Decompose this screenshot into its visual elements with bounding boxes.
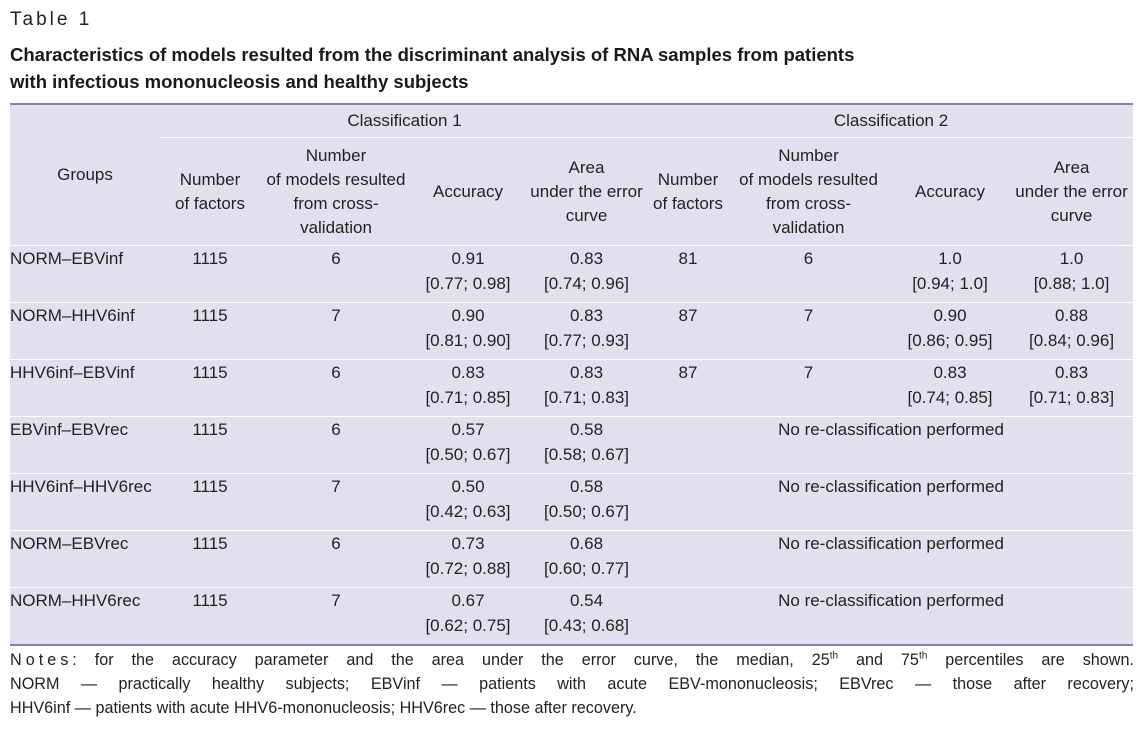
row-group: NORM–EBVinf: [10, 245, 160, 303]
header-classification-2: Classification 2: [649, 104, 1134, 138]
c2-factors: 87: [649, 302, 728, 360]
c1-area: 0.58 [0.58; 0.67]: [524, 416, 650, 474]
c2-models: 7: [727, 359, 891, 417]
header-c1-accuracy: Accuracy: [433, 181, 503, 201]
c1-factors: 1115: [160, 587, 260, 645]
c2-area: 0.83 [0.71; 0.83]: [1010, 359, 1134, 417]
c1-area: 0.83 [0.74; 0.96]: [524, 245, 650, 303]
c1-models: 6: [260, 530, 412, 588]
c1-area: 0.83 [0.71; 0.83]: [524, 359, 650, 417]
c1-accuracy: 0.91 [0.77; 0.98]: [412, 245, 524, 303]
c2-no-reclassification: No re-classification performed: [649, 416, 1134, 474]
c2-factors: 87: [649, 359, 728, 417]
row-group: NORM–EBVrec: [10, 530, 160, 588]
c2-accuracy: 0.90 [0.86; 0.95]: [890, 302, 1011, 360]
c2-no-reclassification: No re-classification performed: [649, 473, 1134, 531]
table-row: NORM–HHV6inf 1115 7 0.90 [0.81; 0.90] 0.8…: [10, 302, 1134, 360]
header-c2-accuracy: Accuracy: [915, 181, 985, 201]
c1-models: 7: [260, 587, 412, 645]
header-c1-area: Area under the error curve: [530, 157, 643, 225]
notes-line: Notes: for the accuracy parameter and th…: [10, 650, 1134, 669]
table-title: Characteristics of models resulted from …: [10, 41, 1130, 95]
header-row-top: Groups Classification 1 Classification 2: [10, 104, 1134, 184]
c2-models: 6: [727, 245, 891, 303]
table-title-line: Characteristics of models resulted from …: [10, 44, 855, 65]
table-row: NORM–EBVrec 1115 6 0.73 [0.72; 0.88] 0.68…: [10, 530, 1134, 588]
c1-accuracy: 0.90 [0.81; 0.90]: [412, 302, 524, 360]
row-group: NORM–HHV6inf: [10, 302, 160, 360]
notes-label: Notes: [10, 651, 73, 669]
table-label: Table 1: [10, 9, 93, 30]
c2-no-reclassification: No re-classification performed: [649, 530, 1134, 588]
table-row: NORM–HHV6rec 1115 7 0.67 [0.62; 0.75] 0.5…: [10, 587, 1134, 645]
table-row: HHV6inf–EBVinf 1115 6 0.83 [0.71; 0.85] 0…: [10, 359, 1134, 417]
header-c1-number-of-models: Number of models resulted from cross- va…: [266, 145, 406, 237]
row-group: NORM–HHV6rec: [10, 587, 160, 645]
row-group: HHV6inf–HHV6rec: [10, 473, 160, 531]
c1-models: 6: [260, 416, 412, 474]
c2-models: 7: [727, 302, 891, 360]
c1-factors: 1115: [160, 416, 260, 474]
c1-factors: 1115: [160, 302, 260, 360]
c1-models: 6: [260, 245, 412, 303]
header-groups: Groups: [57, 165, 113, 184]
c1-models: 6: [260, 359, 412, 417]
c2-area: 0.88 [0.84; 0.96]: [1010, 302, 1134, 360]
c2-accuracy: 0.83 [0.74; 0.85]: [890, 359, 1011, 417]
c1-accuracy: 0.67 [0.62; 0.75]: [412, 587, 524, 645]
c1-models: 7: [260, 302, 412, 360]
c1-factors: 1115: [160, 245, 260, 303]
c1-area: 0.58 [0.50; 0.67]: [524, 473, 650, 531]
c1-area: 0.83 [0.77; 0.93]: [524, 302, 650, 360]
c1-accuracy: 0.73 [0.72; 0.88]: [412, 530, 524, 588]
header-classification-1: Classification 1: [160, 104, 650, 138]
row-group: HHV6inf–EBVinf: [10, 359, 160, 417]
header-row-columns: Number of factors Number of models resul…: [10, 138, 1133, 246]
c2-accuracy: 1.0 [0.94; 1.0]: [890, 245, 1011, 303]
c1-area: 0.54 [0.43; 0.68]: [524, 587, 650, 645]
c1-accuracy: 0.57 [0.50; 0.67]: [412, 416, 524, 474]
c1-factors: 1115: [160, 530, 260, 588]
table-title-line: with infectious mononucleosis and health…: [10, 71, 469, 92]
c1-accuracy: 0.50 [0.42; 0.63]: [412, 473, 524, 531]
c1-area: 0.68 [0.60; 0.77]: [524, 530, 650, 588]
c2-no-reclassification: No re-classification performed: [649, 587, 1134, 645]
header-c1-number-of-factors: Number of factors: [175, 169, 245, 213]
table-row: EBVinf–EBVrec 1115 6 0.57 [0.50; 0.67] 0.…: [10, 416, 1134, 474]
table-row: NORM–EBVinf 1115 6 0.91 [0.77; 0.98] 0.83…: [10, 245, 1134, 303]
notes-line: NORM — practically healthy subjects; EBV…: [10, 675, 1134, 693]
results-table: Groups Classification 1 Classification 2…: [10, 103, 1134, 646]
header-c2-number-of-models: Number of models resulted from cross- va…: [739, 145, 878, 237]
c1-models: 7: [260, 473, 412, 531]
c2-area: 1.0 [0.88; 1.0]: [1010, 245, 1134, 303]
header-c2-area: Area under the error curve: [1015, 157, 1128, 225]
notes-line: HHV6inf — patients with acute HHV6-monon…: [10, 699, 637, 717]
c1-factors: 1115: [160, 473, 260, 531]
row-group: EBVinf–EBVrec: [10, 416, 160, 474]
table-notes: Notes: for the accuracy parameter and th…: [10, 648, 1134, 720]
c1-factors: 1115: [160, 359, 260, 417]
c1-accuracy: 0.83 [0.71; 0.85]: [412, 359, 524, 417]
table-row: HHV6inf–HHV6rec 1115 7 0.50 [0.42; 0.63] …: [10, 473, 1134, 531]
header-c2-number-of-factors: Number of factors: [653, 169, 723, 213]
c2-factors: 81: [649, 245, 728, 303]
